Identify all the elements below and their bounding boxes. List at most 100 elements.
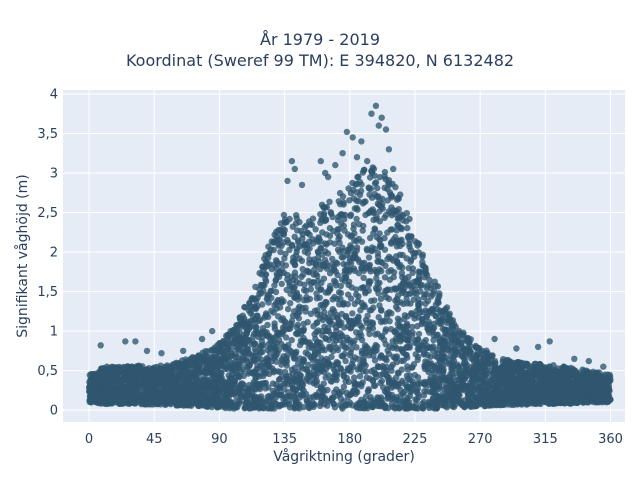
- data-point: [371, 180, 379, 187]
- data-point: [296, 384, 303, 391]
- data-point: [365, 352, 373, 359]
- data-point: [449, 402, 457, 409]
- data-point: [329, 306, 336, 313]
- data-point: [287, 378, 295, 385]
- data-point: [423, 313, 431, 320]
- data-point: [340, 222, 347, 230]
- data-point: [305, 277, 313, 285]
- data-point: [251, 340, 259, 347]
- data-point: [274, 384, 281, 392]
- data-point: [368, 167, 375, 175]
- data-point: [287, 320, 294, 327]
- data-point: [320, 203, 327, 211]
- data-point: [365, 262, 373, 269]
- data-point: [467, 342, 474, 350]
- data-point: [488, 358, 495, 365]
- data-point: [373, 213, 380, 220]
- data-point: [404, 363, 411, 370]
- data-point: [325, 289, 332, 296]
- data-point: [474, 399, 482, 406]
- data-point: [282, 250, 289, 258]
- data-point: [399, 377, 406, 385]
- data-point: [248, 390, 255, 397]
- data-point: [344, 301, 351, 308]
- data-point: [122, 397, 129, 404]
- data-point: [378, 352, 385, 359]
- data-point: [343, 262, 350, 269]
- data-point: [361, 259, 368, 266]
- data-point: [286, 404, 294, 411]
- data-point: [277, 248, 284, 256]
- data-point: [237, 361, 244, 368]
- data-point: [271, 282, 278, 289]
- data-point: [579, 366, 586, 373]
- data-point: [164, 362, 171, 369]
- data-point: [443, 402, 450, 409]
- data-point: [391, 285, 398, 292]
- data-point: [202, 392, 209, 399]
- data-point: [310, 323, 317, 330]
- data-point: [448, 388, 455, 395]
- data-point: [353, 180, 360, 187]
- data-point: [305, 404, 312, 411]
- data-point: [559, 382, 566, 390]
- data-point: [278, 260, 285, 267]
- data-point: [259, 334, 266, 341]
- data-point: [393, 326, 401, 334]
- data-point: [313, 295, 321, 302]
- data-point: [250, 378, 257, 386]
- data-point: [281, 343, 288, 350]
- data-point: [325, 336, 332, 344]
- data-point: [451, 345, 458, 352]
- data-point: [312, 373, 320, 380]
- data-point: [411, 312, 419, 319]
- data-point: [358, 383, 365, 390]
- data-point: [114, 369, 121, 376]
- data-point: [265, 313, 272, 321]
- data-point: [414, 356, 421, 363]
- data-point: [293, 215, 300, 222]
- data-point: [317, 314, 324, 322]
- data-point: [250, 353, 257, 360]
- data-point: [170, 397, 177, 404]
- data-point: [342, 378, 349, 385]
- data-point: [251, 404, 258, 411]
- data-point: [371, 266, 379, 274]
- data-point: [394, 239, 401, 246]
- data-point: [116, 388, 123, 395]
- data-point: [339, 254, 347, 261]
- data-point: [250, 368, 257, 376]
- data-point: [313, 290, 320, 297]
- data-point: [508, 369, 515, 377]
- data-point: [376, 241, 384, 249]
- data-point: [307, 310, 315, 317]
- data-point: [237, 393, 245, 400]
- data-point: [215, 368, 222, 375]
- data-point: [276, 402, 284, 409]
- data-point: [371, 172, 378, 179]
- data-point: [506, 377, 513, 384]
- data-point: [289, 223, 296, 230]
- data-point: [337, 289, 345, 297]
- data-point: [354, 297, 362, 305]
- data-point: [371, 370, 379, 377]
- data-point: [332, 279, 339, 286]
- data-point: [385, 375, 392, 383]
- data-point: [266, 350, 274, 357]
- data-point: [125, 388, 132, 396]
- data-point: [216, 387, 224, 395]
- data-point: [493, 372, 501, 379]
- data-point: [268, 358, 275, 365]
- data-point: [403, 295, 410, 303]
- data-point: [313, 381, 320, 388]
- data-point: [401, 399, 408, 407]
- data-point: [180, 373, 188, 381]
- data-point: [240, 320, 247, 327]
- data-point: [411, 289, 418, 297]
- data-point: [282, 380, 289, 387]
- data-point: [317, 219, 324, 226]
- data-point: [396, 405, 403, 412]
- data-point: [425, 368, 432, 375]
- data-point: [273, 258, 281, 265]
- data-point: [236, 314, 244, 321]
